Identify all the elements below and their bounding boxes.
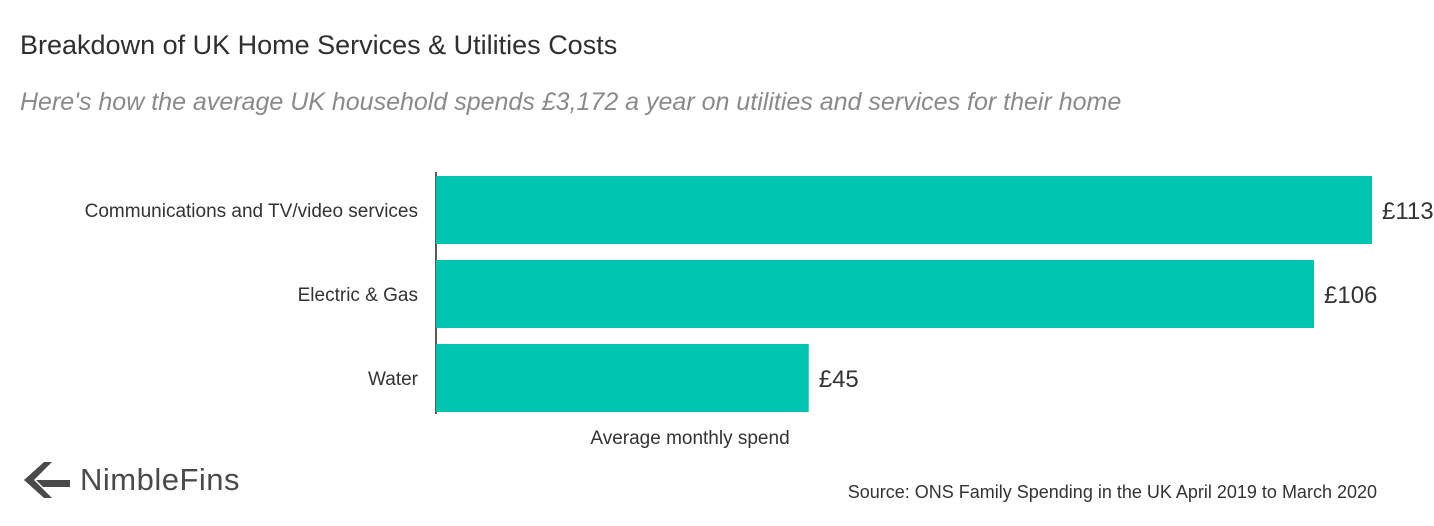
bar-2: [436, 344, 809, 412]
source-note: Source: ONS Family Spending in the UK Ap…: [847, 482, 1377, 502]
x-axis-title: Average monthly spend: [590, 428, 789, 449]
chart-title: Breakdown of UK Home Services & Utilitie…: [20, 30, 618, 60]
bars-group: Communications and TV/video services £113…: [85, 176, 1434, 412]
category-label-1: Electric & Gas: [298, 285, 418, 306]
bar-0: [436, 176, 1372, 244]
bar-1: [436, 260, 1315, 328]
chevron-left-icon: [24, 462, 70, 498]
nimblefins-logo: NimbleFins: [22, 460, 240, 500]
value-label-1: £106: [1324, 282, 1377, 309]
logo-text: NimbleFins: [80, 462, 241, 497]
value-label-2: £45: [819, 366, 859, 393]
category-label-2: Water: [368, 369, 419, 390]
value-label-0: £113: [1382, 198, 1434, 225]
category-label-0: Communications and TV/video services: [85, 201, 418, 222]
chart-subtitle: Here's how the average UK household spen…: [20, 88, 1122, 116]
